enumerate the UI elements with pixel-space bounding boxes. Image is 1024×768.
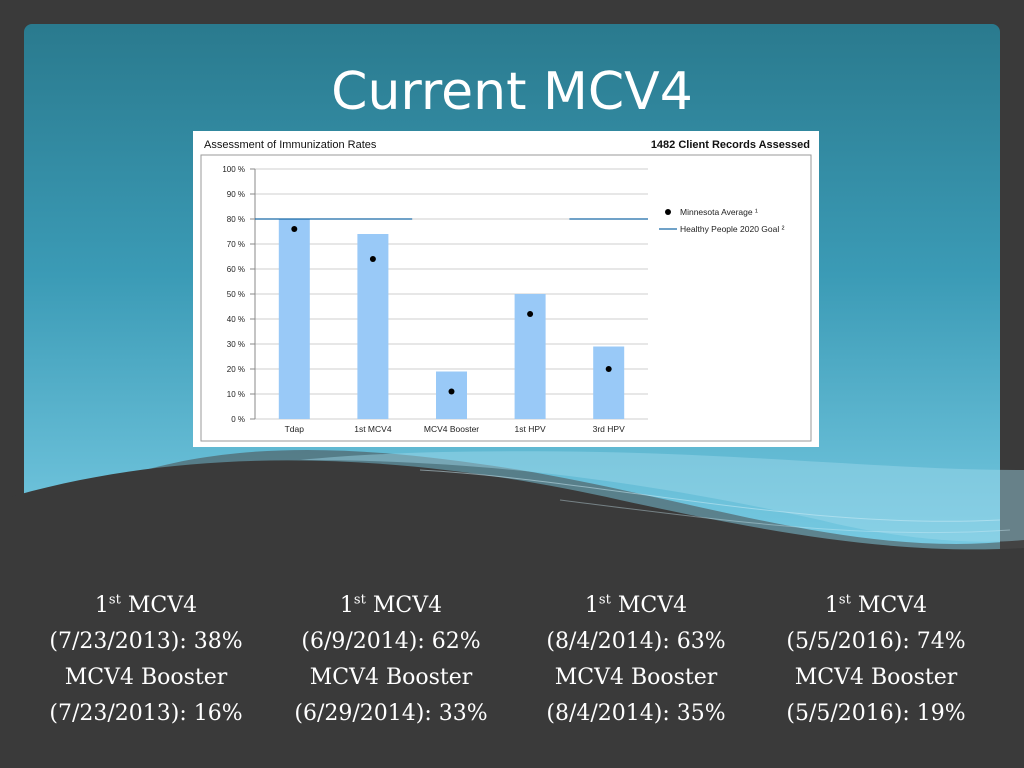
y-axis-ticks: 0 % 10 % 20 % 30 % 40 % 50 % 60 % 70 % 80 % 90 % 1… xyxy=(222,165,256,424)
x-tick-label: 1st HPV xyxy=(515,424,547,434)
chart-panel: Assessment of Immunization Rates 1482 Cl… xyxy=(193,131,819,447)
bar-1st-mcv4 xyxy=(357,234,389,419)
y-tick-label: 90 % xyxy=(227,190,245,199)
stat-column-1: 1st MCV4 (7/23/2013): 38% MCV4 Booster (… xyxy=(26,588,266,732)
stat-booster-heading: MCV4 Booster xyxy=(64,665,228,690)
stat-mcv4-value: (5/5/2016): 74% xyxy=(786,629,966,654)
y-tick-label: 80 % xyxy=(227,215,245,224)
legend-label: Healthy People 2020 Goal ² xyxy=(680,224,785,234)
bars xyxy=(278,219,625,419)
stat-column-3: 1st MCV4 (8/4/2014): 63% MCV4 Booster (8… xyxy=(516,588,756,732)
stat-mcv4-value: (7/23/2013): 38% xyxy=(49,629,243,654)
bar-chart: Assessment of Immunization Rates 1482 Cl… xyxy=(200,139,812,442)
y-tick-label: 40 % xyxy=(227,315,245,324)
x-tick-label: 1st MCV4 xyxy=(354,424,392,434)
y-tick-label: 70 % xyxy=(227,240,245,249)
average-point xyxy=(291,226,298,232)
legend-label: Minnesota Average ¹ xyxy=(680,207,758,217)
stat-column-2: 1st MCV4 (6/9/2014): 62% MCV4 Booster (6… xyxy=(271,588,511,732)
y-tick-label: 10 % xyxy=(227,390,245,399)
y-tick-label: 0 % xyxy=(231,415,245,424)
y-tick-label: 100 % xyxy=(222,165,245,174)
mcv4-stats: 1st MCV4 (7/23/2013): 38% MCV4 Booster (… xyxy=(0,588,1024,738)
stat-booster-heading: MCV4 Booster xyxy=(309,665,473,690)
stat-mcv4-heading: 1st MCV4 xyxy=(94,592,198,618)
slide-title: Current MCV4 xyxy=(331,62,693,122)
average-point xyxy=(527,311,534,317)
legend-dot-icon xyxy=(665,209,671,215)
x-tick-label: MCV4 Booster xyxy=(424,424,479,434)
y-tick-label: 20 % xyxy=(227,365,245,374)
bar-mcv4-booster xyxy=(436,371,467,419)
x-tick-label: 3rd HPV xyxy=(593,424,625,434)
y-tick-label: 60 % xyxy=(227,265,245,274)
chart-subtitle: 1482 Client Records Assessed xyxy=(651,139,810,151)
stat-booster-value: (8/4/2014): 35% xyxy=(546,701,726,726)
stat-mcv4-heading: 1st MCV4 xyxy=(824,592,928,618)
bar-3rd-hpv xyxy=(593,346,625,419)
chart-legend: Minnesota Average ¹ Healthy People 2020 G… xyxy=(659,207,785,234)
chart-title: Assessment of Immunization Rates xyxy=(204,139,377,151)
bar-tdap xyxy=(278,219,310,419)
stat-mcv4-value: (6/9/2014): 62% xyxy=(301,629,481,654)
stat-booster-value: (7/23/2013): 16% xyxy=(49,701,243,726)
stat-booster-value: (6/29/2014): 33% xyxy=(294,701,488,726)
stat-mcv4-value: (8/4/2014): 63% xyxy=(546,629,726,654)
stat-column-4: 1st MCV4 (5/5/2016): 74% MCV4 Booster (5… xyxy=(756,588,996,732)
y-tick-label: 50 % xyxy=(227,290,245,299)
stat-mcv4-heading: 1st MCV4 xyxy=(339,592,443,618)
average-point xyxy=(448,388,455,395)
average-point xyxy=(369,256,376,262)
average-point xyxy=(605,366,612,372)
stat-mcv4-heading: 1st MCV4 xyxy=(584,592,688,618)
x-axis-labels: Tdap 1st MCV4 MCV4 Booster 1st HPV 3rd HPV xyxy=(285,424,625,434)
stat-booster-heading: MCV4 Booster xyxy=(554,665,718,690)
stat-booster-value: (5/5/2016): 19% xyxy=(786,701,966,726)
x-tick-label: Tdap xyxy=(285,424,305,434)
y-tick-label: 30 % xyxy=(227,340,245,349)
stat-booster-heading: MCV4 Booster xyxy=(794,665,958,690)
average-points xyxy=(291,226,612,395)
